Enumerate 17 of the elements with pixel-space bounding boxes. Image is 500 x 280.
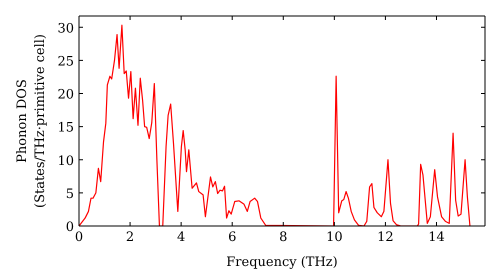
y-tick-label: 5 — [66, 186, 74, 202]
x-tick-label: 12 — [377, 230, 394, 245]
y-tick-label: 25 — [57, 54, 74, 70]
y-tick-label: 10 — [57, 154, 74, 169]
y-tick-label: 20 — [57, 88, 74, 103]
y-tick-label: 0 — [66, 220, 74, 235]
line-series — [79, 24, 471, 226]
y-tick-label: 30 — [57, 21, 74, 36]
x-tick-label: 14 — [428, 230, 445, 245]
x-tick-label: 6 — [228, 230, 236, 245]
x-tick-label: 8 — [279, 230, 288, 245]
x-tick-label: 10 — [326, 230, 343, 245]
y-axis-title: Phonon DOS (States/THz·primitive cell) — [15, 34, 48, 208]
x-axis-title: Frequency (THz) — [226, 255, 338, 270]
x-tick-label: 4 — [177, 230, 186, 245]
y-tick-label: 15 — [57, 120, 74, 136]
x-tick-label: 2 — [126, 230, 134, 245]
